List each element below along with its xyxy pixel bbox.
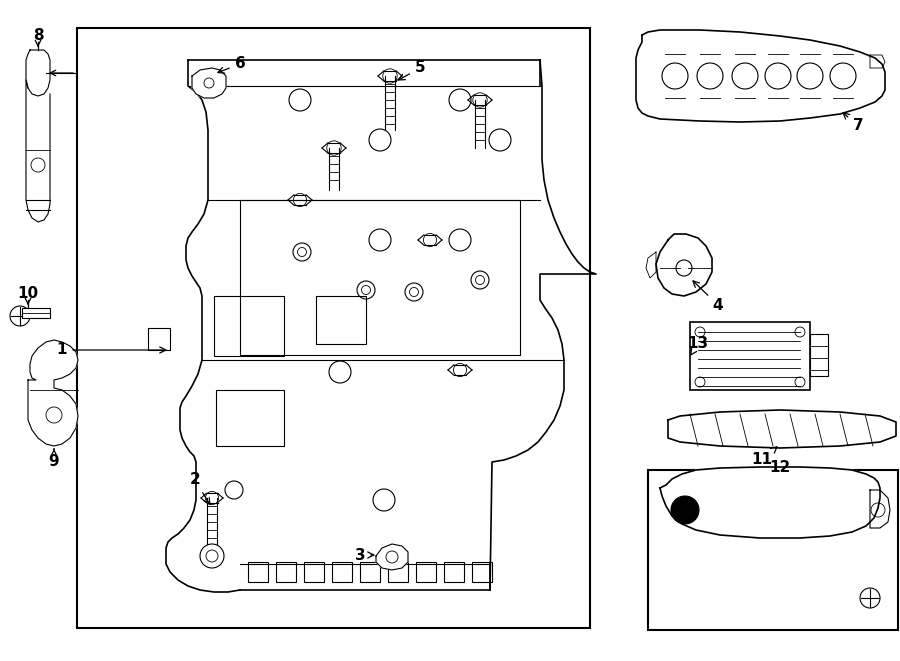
Text: 8: 8: [32, 28, 43, 42]
Text: 10: 10: [17, 286, 39, 301]
Bar: [77, 28, 590, 628]
Text: 2: 2: [190, 473, 210, 504]
Bar: [214, 296, 284, 356]
Bar: [216, 390, 284, 446]
Bar: [810, 334, 828, 376]
Bar: [416, 562, 436, 582]
Polygon shape: [660, 467, 880, 538]
Polygon shape: [26, 50, 50, 96]
Text: 9: 9: [49, 449, 59, 469]
Text: 4: 4: [693, 281, 724, 313]
Text: 1: 1: [57, 342, 166, 358]
Bar: [240, 200, 520, 355]
Bar: [360, 562, 380, 582]
Text: 11: 11: [752, 447, 777, 467]
Bar: [332, 562, 352, 582]
Bar: [388, 562, 408, 582]
Bar: [444, 562, 464, 582]
Bar: [248, 562, 268, 582]
Polygon shape: [192, 68, 226, 98]
Bar: [148, 328, 170, 350]
Circle shape: [671, 496, 699, 524]
Polygon shape: [668, 410, 896, 448]
Bar: [690, 322, 810, 390]
Polygon shape: [28, 340, 78, 446]
Bar: [472, 562, 492, 582]
Bar: [316, 296, 366, 344]
Text: 3: 3: [355, 547, 374, 563]
Polygon shape: [636, 30, 885, 122]
Text: 6: 6: [218, 56, 246, 73]
Text: 7: 7: [843, 113, 863, 134]
Polygon shape: [376, 544, 408, 570]
Bar: [304, 562, 324, 582]
Bar: [22, 308, 50, 318]
Text: 13: 13: [688, 336, 708, 355]
Polygon shape: [656, 234, 712, 296]
Bar: [276, 562, 296, 582]
Text: 5: 5: [399, 61, 426, 80]
Bar: [648, 470, 898, 630]
Text: 12: 12: [770, 461, 790, 475]
